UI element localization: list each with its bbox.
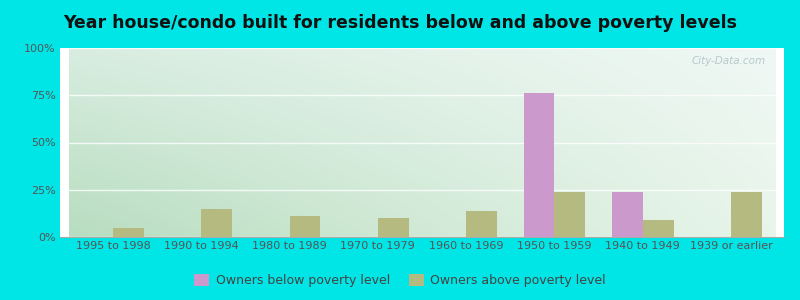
Bar (113, 227, 144, 237)
Bar (642, 220, 674, 237)
Bar (523, 93, 554, 237)
Bar (554, 192, 586, 237)
Bar (612, 192, 642, 237)
Bar (202, 209, 232, 237)
Bar (466, 211, 497, 237)
Bar (731, 192, 762, 237)
Legend: Owners below poverty level, Owners above poverty level: Owners below poverty level, Owners above… (190, 269, 610, 292)
Text: City-Data.com: City-Data.com (692, 56, 766, 66)
Bar (290, 216, 321, 237)
Text: Year house/condo built for residents below and above poverty levels: Year house/condo built for residents bel… (63, 14, 737, 32)
Bar (378, 218, 409, 237)
